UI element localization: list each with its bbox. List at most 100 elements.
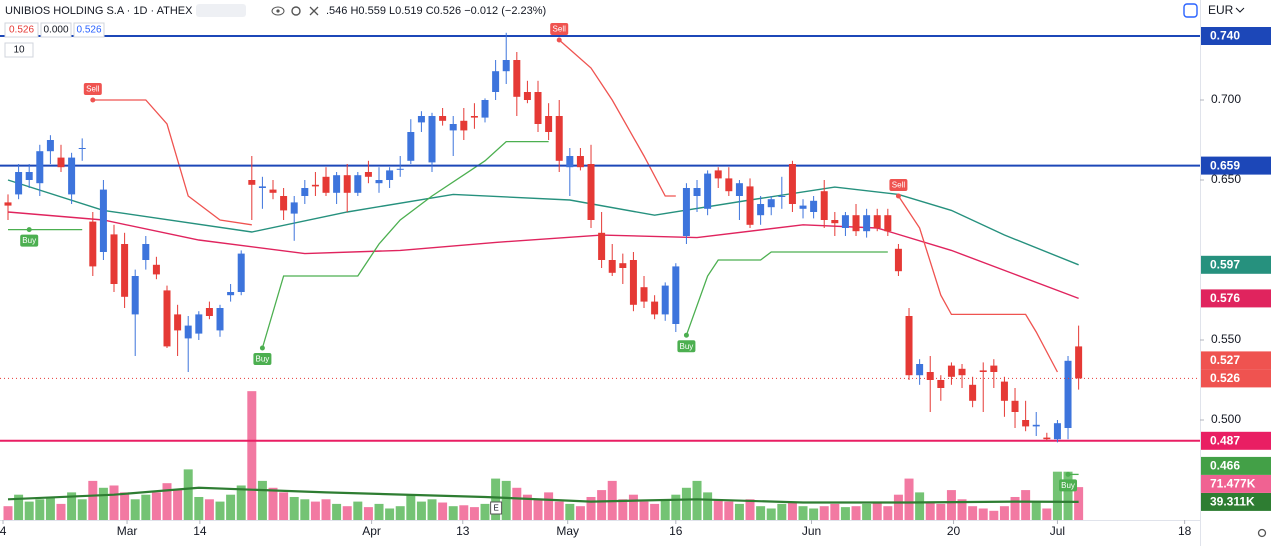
candle-body bbox=[407, 132, 415, 161]
price-label: 0.597 bbox=[1210, 257, 1240, 271]
price-label-box bbox=[1201, 431, 1271, 450]
candle-body bbox=[4, 202, 12, 206]
candle-body bbox=[470, 116, 478, 118]
candle-body bbox=[396, 168, 404, 170]
eye-icon[interactable] bbox=[271, 6, 285, 16]
candle-body bbox=[587, 164, 595, 220]
signal-dot bbox=[683, 332, 689, 338]
candle-body bbox=[619, 263, 627, 268]
candle-body bbox=[78, 148, 86, 149]
volume-bar bbox=[862, 503, 872, 520]
candle-body bbox=[884, 215, 892, 232]
candle-body bbox=[513, 60, 521, 97]
candle-body bbox=[937, 380, 945, 388]
volume-bar bbox=[385, 508, 395, 520]
signal-box bbox=[550, 23, 569, 35]
currency-caret bbox=[1235, 7, 1245, 13]
candle-body bbox=[1000, 381, 1008, 401]
volume-bar bbox=[777, 503, 787, 520]
volume-bar bbox=[872, 501, 882, 520]
legend-box bbox=[73, 22, 105, 38]
candle-body bbox=[905, 316, 913, 376]
volume-bar bbox=[946, 490, 956, 520]
x-tick-label: Apr bbox=[362, 524, 381, 538]
currency[interactable]: EUR bbox=[1208, 3, 1234, 17]
compare-icon[interactable] bbox=[1183, 3, 1198, 18]
candle-body bbox=[364, 172, 372, 177]
candle-body bbox=[449, 124, 457, 131]
volume-bar bbox=[363, 507, 373, 520]
legend-box bbox=[40, 22, 72, 38]
volume-bar bbox=[1031, 501, 1041, 520]
close-icon[interactable] bbox=[309, 6, 319, 16]
candle-body bbox=[386, 170, 394, 180]
signal-box bbox=[677, 340, 696, 353]
x-tick-label: 18 bbox=[1178, 524, 1192, 538]
volume-bar bbox=[533, 499, 543, 520]
candle-body bbox=[36, 151, 44, 184]
price-label: 0.740 bbox=[1210, 29, 1240, 43]
x-tick-label: 13 bbox=[456, 524, 470, 538]
candle-body bbox=[460, 120, 468, 131]
candle-body bbox=[25, 172, 33, 180]
candle-body bbox=[46, 140, 54, 152]
volume-bar bbox=[565, 503, 575, 520]
volume-bar bbox=[236, 485, 246, 520]
x-tick-label: 16 bbox=[669, 524, 683, 538]
volume-bar bbox=[35, 499, 45, 520]
candle-body bbox=[163, 290, 171, 347]
volume-bar bbox=[1063, 471, 1073, 520]
price-label-box bbox=[1201, 27, 1271, 45]
candle-body bbox=[290, 202, 298, 214]
volume-bar bbox=[703, 492, 713, 520]
signal-label: Sell bbox=[86, 85, 100, 94]
candle-body bbox=[714, 170, 722, 179]
volume-bar bbox=[798, 506, 808, 520]
candle-body bbox=[661, 285, 669, 315]
signal-box bbox=[253, 353, 272, 365]
volume-bar bbox=[469, 507, 479, 520]
volume-bar bbox=[141, 494, 151, 520]
candle-body bbox=[1011, 400, 1019, 412]
supertrend-line bbox=[261, 140, 549, 349]
volume-bar bbox=[395, 506, 405, 520]
candle-body bbox=[1053, 423, 1061, 440]
legend-box bbox=[4, 22, 39, 38]
volume-bar bbox=[936, 503, 946, 520]
price-label-box bbox=[1201, 289, 1271, 308]
signal-dot bbox=[26, 227, 32, 233]
candle-body bbox=[184, 325, 192, 339]
price-label: 0.659 bbox=[1210, 158, 1240, 172]
plot-area: Buy Sell Buy Sell Buy Sell Buy E bbox=[0, 23, 1200, 520]
volume-bar bbox=[416, 501, 426, 520]
volume-bar bbox=[226, 494, 236, 520]
candle-body bbox=[640, 287, 648, 302]
candle-body bbox=[15, 172, 23, 195]
supertrend-line bbox=[92, 99, 252, 226]
volume-bar bbox=[618, 499, 628, 520]
volume-bar bbox=[1042, 508, 1052, 520]
candle-body bbox=[1032, 424, 1040, 427]
volume-bar bbox=[819, 506, 829, 520]
volume-bar bbox=[480, 503, 490, 520]
price-label: 0.527 bbox=[1210, 353, 1240, 367]
legend-box bbox=[4, 42, 34, 58]
candle-body bbox=[873, 215, 881, 228]
candle-body bbox=[894, 248, 902, 272]
settings-icon[interactable] bbox=[1257, 528, 1267, 538]
candle-body bbox=[1064, 360, 1072, 428]
candle-body bbox=[216, 308, 224, 331]
price-label: 0.466 bbox=[1210, 459, 1240, 473]
price-label-box bbox=[1201, 369, 1271, 388]
volume-bar bbox=[448, 506, 458, 520]
price-label-box bbox=[1201, 156, 1271, 175]
volume-bar bbox=[310, 501, 320, 520]
candle-body bbox=[195, 314, 203, 334]
settings-icon[interactable] bbox=[291, 6, 301, 16]
volume-bar bbox=[491, 478, 501, 520]
volume-bar bbox=[851, 506, 861, 520]
volume-bar bbox=[830, 503, 840, 520]
volume-bar bbox=[745, 499, 755, 520]
signal-box bbox=[1059, 479, 1078, 492]
candle-body bbox=[969, 384, 977, 401]
